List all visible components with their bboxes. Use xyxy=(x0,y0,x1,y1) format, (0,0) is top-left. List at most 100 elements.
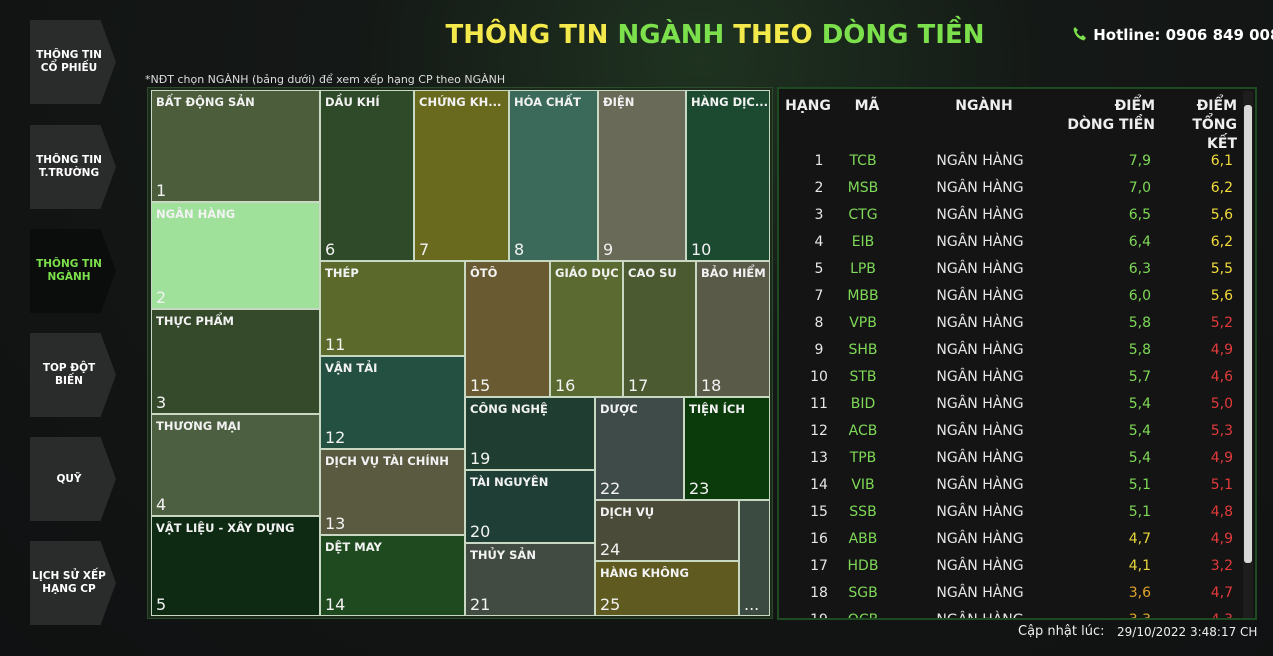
tile[interactable]: THƯƠNG MẠI 4 xyxy=(151,414,320,516)
tile-label: HÀNG KHÔNG xyxy=(600,566,689,580)
table-cell: 5,3 xyxy=(1210,423,1233,439)
table-row[interactable]: 12 ACB NGÂN HÀNG 5,4 5,3 xyxy=(779,419,1239,446)
tile-rank: 5 xyxy=(156,595,167,614)
tile[interactable]: DẦU KHÍ 6 xyxy=(320,90,414,261)
tile-label: CHỨNG KH... xyxy=(419,95,502,109)
tile-label: DỊCH VỤ TÀI CHÍNH xyxy=(325,454,449,468)
nav-button[interactable]: QUỸ xyxy=(30,437,116,521)
table-cell: NGÂN HÀNG xyxy=(936,558,1024,574)
table-row[interactable]: 3 CTG NGÂN HÀNG 6,5 5,6 xyxy=(779,203,1239,230)
nav-button[interactable]: THÔNG TIN T.TRƯỜNG xyxy=(30,125,116,209)
table-row[interactable]: 9 SHB NGÂN HÀNG 5,8 4,9 xyxy=(779,338,1239,365)
tile[interactable]: CÔNG NGHỆ 19 xyxy=(465,397,595,470)
table-row[interactable]: 11 BID NGÂN HÀNG 5,4 5,0 xyxy=(779,392,1239,419)
nav-button[interactable]: THÔNG TIN CỔ PHIẾU xyxy=(30,20,116,104)
table-cell: NGÂN HÀNG xyxy=(936,477,1024,493)
table-cell: 4 xyxy=(814,234,824,250)
table-row[interactable]: 16 ABB NGÂN HÀNG 4,7 4,9 xyxy=(779,527,1239,554)
table-cell: SSB xyxy=(849,504,877,520)
tile[interactable]: BẢO HIỂM 18 xyxy=(696,261,770,397)
table-row[interactable]: 5 LPB NGÂN HÀNG 6,3 5,5 xyxy=(779,257,1239,284)
table-cell: NGÂN HÀNG xyxy=(936,207,1024,223)
table-cell: 4,9 xyxy=(1210,450,1233,466)
table-cell: 4,8 xyxy=(1210,504,1233,520)
table-row[interactable]: 8 VPB NGÂN HÀNG 5,8 5,2 xyxy=(779,311,1239,338)
tile[interactable]: THỦY SẢN 21 xyxy=(465,543,595,616)
table-cell: 1 xyxy=(814,153,824,169)
tile[interactable]: DỊCH VỤ 24 xyxy=(595,500,739,561)
table-cell: 5,7 xyxy=(1128,369,1151,385)
nav-button[interactable]: TOP ĐỘT BIẾN xyxy=(30,333,116,417)
table-row[interactable]: 19 OCB NGÂN HÀNG 3,3 4,3 xyxy=(779,608,1239,620)
table-cell: BID xyxy=(850,396,876,412)
tile-label: CÔNG NGHỆ xyxy=(470,402,548,416)
tile-label: DỊCH VỤ xyxy=(600,505,655,519)
table-cell: NGÂN HÀNG xyxy=(936,369,1024,385)
table-cell: NGÂN HÀNG xyxy=(936,180,1024,196)
table-row[interactable]: 2 MSB NGÂN HÀNG 7,0 6,2 xyxy=(779,176,1239,203)
table-cell: 4,9 xyxy=(1210,531,1233,547)
tile-label: BẤT ĐỘNG SẢN xyxy=(156,95,255,109)
table-cell: 4,9 xyxy=(1210,342,1233,358)
table-cell: NGÂN HÀNG xyxy=(936,315,1024,331)
tile[interactable]: DƯỢC 22 xyxy=(595,397,684,500)
table-row[interactable]: 14 VIB NGÂN HÀNG 5,1 5,1 xyxy=(779,473,1239,500)
tile[interactable]: HÀNG DỊC... 10 xyxy=(686,90,770,261)
tile[interactable]: ÔTÔ 15 xyxy=(465,261,550,397)
column-header: NGÀNH xyxy=(955,98,1013,114)
tile[interactable]: CHỨNG KH... 7 xyxy=(414,90,509,261)
table-row[interactable]: 10 STB NGÂN HÀNG 5,7 4,6 xyxy=(779,365,1239,392)
scroll-thumb[interactable] xyxy=(1244,105,1252,563)
tile[interactable]: DỆT MAY 14 xyxy=(320,535,465,616)
column-header: ĐIỂM TỔNG KẾT xyxy=(1192,98,1237,152)
table-cell: NGÂN HÀNG xyxy=(936,612,1024,620)
tile[interactable]: ... xyxy=(739,500,770,616)
table-cell: NGÂN HÀNG xyxy=(936,396,1024,412)
table-cell: 5,1 xyxy=(1210,477,1233,493)
table-row[interactable]: 13 TPB NGÂN HÀNG 5,4 4,9 xyxy=(779,446,1239,473)
table-cell: 10 xyxy=(810,369,828,385)
table-cell: SHB xyxy=(848,342,878,358)
tile-label: THỰC PHẨM xyxy=(156,314,234,328)
tile[interactable]: THÉP 11 xyxy=(320,261,465,356)
tile[interactable]: THỰC PHẨM 3 xyxy=(151,309,320,414)
nav-button[interactable]: LỊCH SỬ XẾP HẠNG CP xyxy=(30,541,116,625)
table-cell: CTG xyxy=(848,207,878,223)
table-row[interactable]: 1 TCB NGÂN HÀNG 7,9 6,1 xyxy=(779,149,1239,176)
nav-button[interactable]: THÔNG TIN NGÀNH xyxy=(30,229,116,313)
table-cell: NGÂN HÀNG xyxy=(936,261,1024,277)
tile[interactable]: GIÁO DỤC 16 xyxy=(550,261,623,397)
tile[interactable]: VẬN TẢI 12 xyxy=(320,356,465,449)
table-cell: LPB xyxy=(850,261,876,277)
tile[interactable]: DỊCH VỤ TÀI CHÍNH 13 xyxy=(320,449,465,535)
nav-label: THÔNG TIN T.TRƯỜNG xyxy=(36,154,102,179)
table-cell: 16 xyxy=(810,531,828,547)
tile-label: ... xyxy=(744,595,760,614)
table-row[interactable]: 7 MBB NGÂN HÀNG 6,0 5,6 xyxy=(779,284,1239,311)
tile[interactable]: VẬT LIỆU - XÂY DỰNG 5 xyxy=(151,516,320,616)
tile[interactable]: TIỆN ÍCH 23 xyxy=(684,397,770,500)
table-row[interactable]: 15 SSB NGÂN HÀNG 5,1 4,8 xyxy=(779,500,1239,527)
table-cell: 6,2 xyxy=(1210,234,1233,250)
tile-rank: 22 xyxy=(600,479,621,498)
tile[interactable]: HÀNG KHÔNG 25 xyxy=(595,561,739,616)
table-row[interactable]: 17 HDB NGÂN HÀNG 4,1 3,2 xyxy=(779,554,1239,581)
tile[interactable]: NGÂN HÀNG 2 xyxy=(151,202,320,309)
table-row[interactable]: 18 SGB NGÂN HÀNG 3,6 4,7 xyxy=(779,581,1239,608)
scrollbar[interactable] xyxy=(1243,91,1253,618)
tile[interactable]: CAO SU 17 xyxy=(623,261,696,397)
table-cell: NGÂN HÀNG xyxy=(936,423,1024,439)
table-cell: 9 xyxy=(814,342,824,358)
tile-rank: 24 xyxy=(600,540,621,559)
ranking-table: HẠNG MÃ NGÀNH ĐIỂM DÒNG TIỀN ĐIỂM TỔNG KẾT 1 T… xyxy=(777,87,1257,620)
tile[interactable]: BẤT ĐỘNG SẢN 1 xyxy=(151,90,320,202)
tile-label: ÔTÔ xyxy=(470,266,498,280)
table-cell: 3 xyxy=(814,207,824,223)
tile[interactable]: TÀI NGUYÊN 20 xyxy=(465,470,595,543)
tile[interactable]: ĐIỆN 9 xyxy=(598,90,686,261)
table-cell: NGÂN HÀNG xyxy=(936,153,1024,169)
tile[interactable]: HÓA CHẤT 8 xyxy=(509,90,598,261)
tile-rank: 14 xyxy=(325,595,346,614)
table-row[interactable]: 4 EIB NGÂN HÀNG 6,4 6,2 xyxy=(779,230,1239,257)
